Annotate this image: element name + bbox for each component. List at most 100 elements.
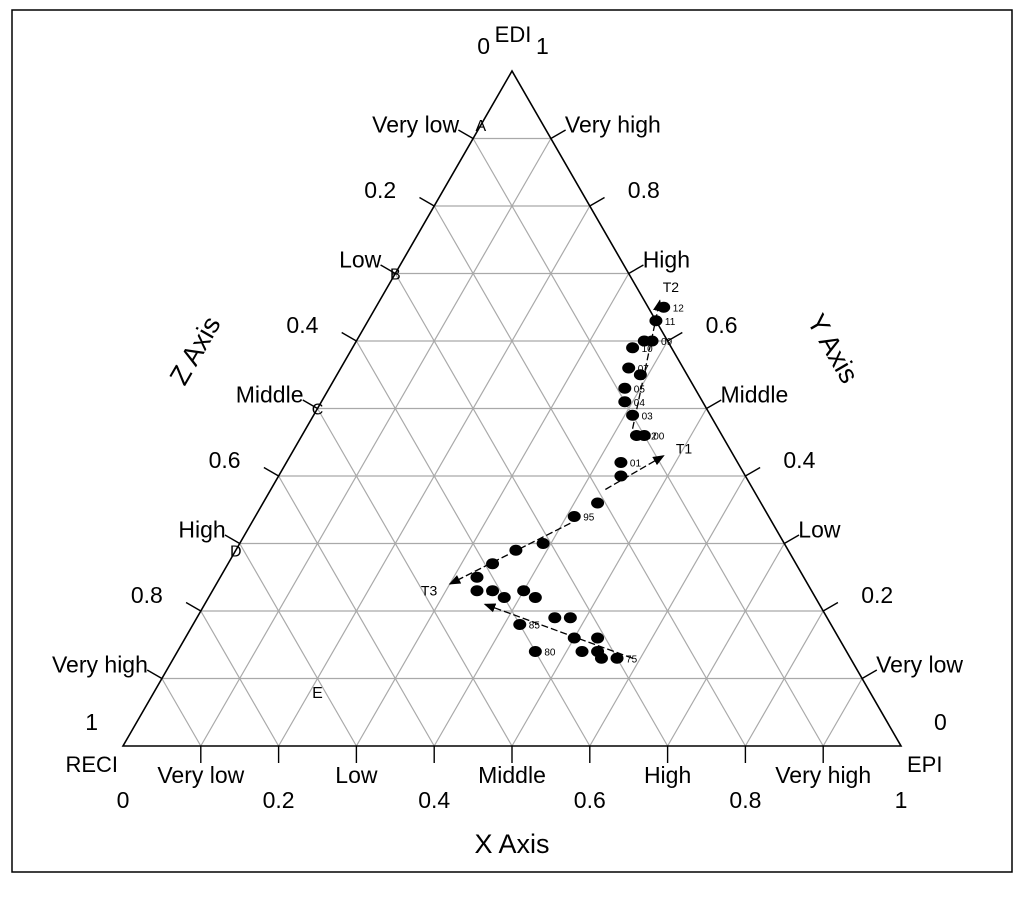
grid-line xyxy=(589,475,746,747)
zone-label: C xyxy=(312,402,324,419)
data-point xyxy=(622,362,636,374)
grid-line xyxy=(200,138,552,747)
y-axis-tick xyxy=(745,466,761,477)
y-tick-label: 1 xyxy=(536,33,549,59)
grid-line xyxy=(278,475,435,747)
x-tick-label: 0.2 xyxy=(263,787,295,813)
point-year-label: 75 xyxy=(626,654,638,665)
zone-label: E xyxy=(312,685,323,702)
z-level-label: High xyxy=(178,517,225,543)
data-point xyxy=(591,646,605,657)
point-year-label: 90 xyxy=(486,587,498,598)
z-level-label: Middle xyxy=(236,382,304,408)
z-axis-tick xyxy=(341,331,357,342)
data-point xyxy=(563,612,577,624)
y-axis-tick xyxy=(589,196,605,207)
data-point xyxy=(497,592,511,603)
x-axis-title: X Axis xyxy=(474,829,549,859)
level-labels: Very low Very low Very low Low Low Low Middle M… xyxy=(52,112,963,789)
grid-line xyxy=(161,678,202,747)
grid-line xyxy=(355,273,630,747)
data-point xyxy=(575,646,589,657)
y-tick-label: 0.6 xyxy=(706,312,738,338)
grid-line xyxy=(667,543,785,747)
grid-line xyxy=(200,610,280,747)
y-level-tick xyxy=(783,534,800,545)
grid-line xyxy=(394,273,669,747)
grid-line xyxy=(744,610,824,747)
point-year-label: 07 xyxy=(638,364,650,375)
z-tick-label: 0.8 xyxy=(131,582,163,608)
point-year-label: 10 xyxy=(642,344,654,355)
x-level-label: Very high xyxy=(775,762,871,788)
data-point xyxy=(517,585,531,597)
y-level-label: Middle xyxy=(721,382,789,408)
y-tick-label: 0.4 xyxy=(783,447,815,473)
z-level-tick xyxy=(146,669,163,680)
grid-line xyxy=(316,408,513,747)
data-point xyxy=(513,619,527,630)
z-axis-tick xyxy=(263,466,279,477)
data-point xyxy=(649,315,663,327)
vertex-label-epi: EPI xyxy=(907,752,942,777)
y-level-label: High xyxy=(643,247,690,273)
point-year-label: 09 xyxy=(661,337,673,348)
data-point xyxy=(486,585,500,597)
z-level-tick xyxy=(302,399,318,410)
data-point xyxy=(536,538,550,549)
trajectory-arrow xyxy=(448,522,571,585)
y-level-label: Very low xyxy=(876,652,963,678)
grid-line xyxy=(239,543,357,747)
data-point xyxy=(618,396,632,408)
x-level-label: High xyxy=(644,762,691,788)
z-level-label: Very high xyxy=(52,652,148,678)
z-axis-tick xyxy=(419,196,435,207)
chart-frame xyxy=(11,9,1013,873)
data-point xyxy=(486,558,500,570)
zone-label: D xyxy=(230,543,242,560)
data-point xyxy=(470,571,484,583)
trajectory-label: T3 xyxy=(421,582,438,598)
y-level-label: Low xyxy=(798,517,841,543)
point-year-label: 03 xyxy=(642,411,654,422)
data-point xyxy=(618,382,632,394)
data-point xyxy=(528,592,542,603)
z-tick-label: 1 xyxy=(85,709,98,735)
z-level-label: Low xyxy=(339,247,382,273)
x-level-label: Low xyxy=(335,762,378,788)
point-year-label: 95 xyxy=(583,513,595,524)
point-year-label: 00 xyxy=(653,432,665,443)
tick-labels: 0.20.20.20.40.40.40.60.60.60.80.80.80 10 1… xyxy=(85,33,947,813)
data-point xyxy=(548,612,562,624)
y-level-tick xyxy=(550,129,566,140)
z-axis-tick xyxy=(185,601,202,612)
z-tick-label: 0.4 xyxy=(286,312,318,338)
data-point xyxy=(591,632,605,644)
data-point xyxy=(614,470,628,482)
z-level-tick xyxy=(224,534,241,545)
trajectory-label: T2 xyxy=(663,279,680,295)
data-point xyxy=(591,497,605,509)
x-level-label: Very low xyxy=(157,762,244,788)
point-year-label: 80 xyxy=(544,648,556,659)
x-tick-label: 1 xyxy=(895,787,908,813)
data-point xyxy=(528,646,542,657)
y-level-label: Very high xyxy=(565,112,661,138)
zone-label: B xyxy=(390,267,401,284)
grid xyxy=(161,137,863,747)
grid-line xyxy=(822,678,863,747)
data-point xyxy=(629,430,643,441)
data-point xyxy=(633,369,647,381)
y-tick-label: 0 xyxy=(934,709,947,735)
vertex-label-reci: RECI xyxy=(65,752,118,777)
data-point xyxy=(626,342,640,354)
trajectory-arrow xyxy=(631,299,663,429)
trajectory-arrow xyxy=(605,455,665,491)
data-point xyxy=(610,652,624,664)
point-year-label: 12 xyxy=(673,303,685,314)
trajectory-arrow xyxy=(483,603,633,659)
zone-label: A xyxy=(476,118,487,135)
z-level-tick xyxy=(380,264,396,275)
z-level-label: Very low xyxy=(372,112,459,138)
